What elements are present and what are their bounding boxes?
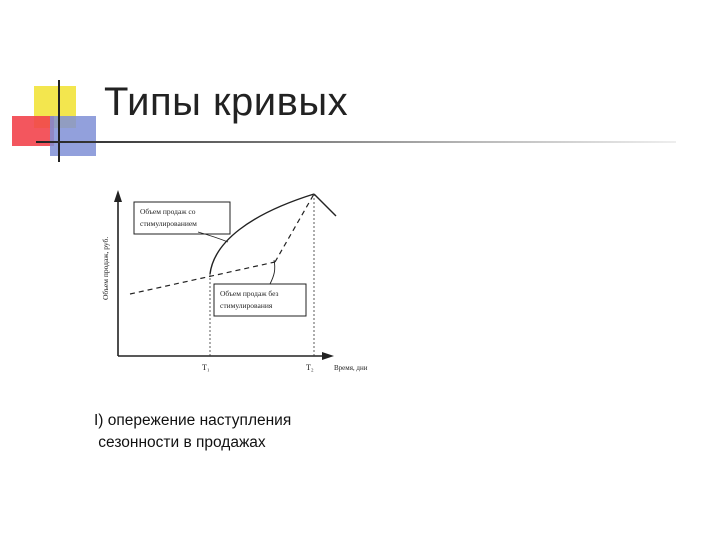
unstimulated-rise-line	[274, 193, 315, 263]
title-underline	[36, 141, 676, 143]
callout-unstimulated-line2: стимулирования	[220, 301, 273, 310]
post-peak-drop-line	[313, 193, 337, 217]
callout-stimulated-box	[133, 201, 231, 235]
slide-title: Типы кривых	[104, 80, 349, 124]
t1-label: T₁	[202, 363, 210, 372]
callout-unstimulated-pointer	[269, 259, 276, 285]
callout-unstimulated-box	[213, 283, 307, 317]
baseline-dashed-line	[129, 261, 276, 295]
caption-line-2: сезонности в продажах	[94, 434, 266, 451]
decor-square-blue	[50, 116, 96, 156]
sales-curve-diagram: Объем продаж, руб. T₁ T₂ Время, дни Объе…	[101, 190, 368, 372]
slide-caption: I) опережение наступления сезонности в п…	[94, 410, 291, 454]
callout-stimulated-line2: стимулированием	[140, 219, 197, 228]
callout-unstimulated-line1: Объем продаж без	[220, 289, 279, 298]
caption-line-1: I) опережение наступления	[94, 412, 292, 429]
stimulated-sales-curve	[209, 193, 315, 275]
decor-vertical-line	[58, 80, 60, 162]
y-axis-label: Объем продаж, руб.	[101, 237, 110, 300]
x-axis-arrow	[322, 352, 334, 360]
t2-label: T₂	[306, 363, 314, 372]
y-axis-arrow	[114, 190, 122, 202]
callout-stimulated-pointer	[197, 231, 229, 243]
callout-stimulated-line1: Объем продаж со	[140, 207, 196, 216]
x-axis-label: Время, дни	[334, 364, 368, 372]
